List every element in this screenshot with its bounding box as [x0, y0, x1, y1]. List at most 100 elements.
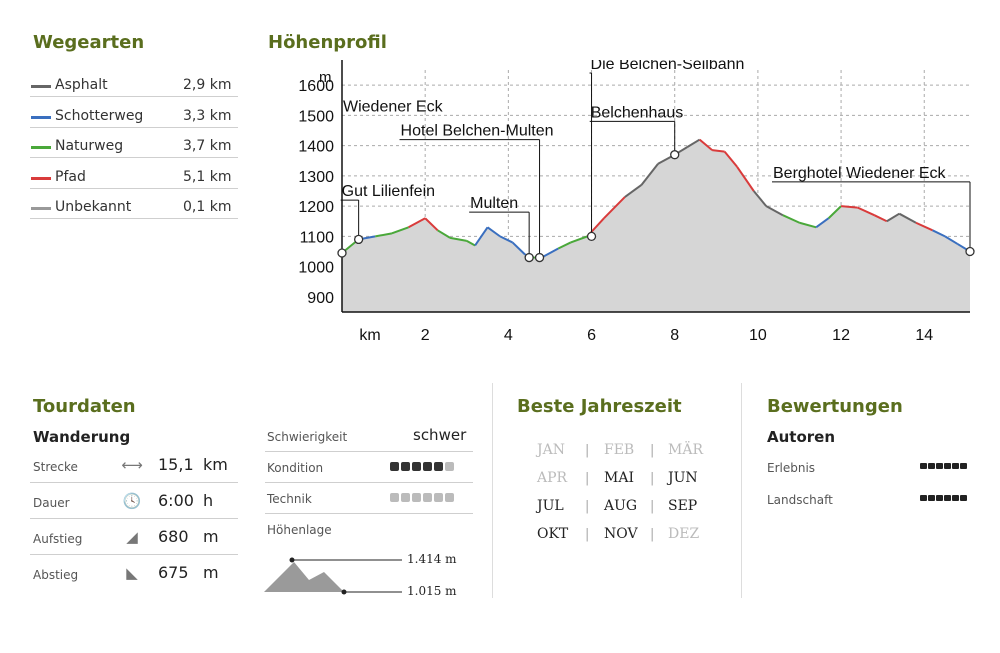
legend-swatch — [31, 115, 51, 119]
rating-dot — [928, 495, 935, 501]
profile-segment — [873, 214, 888, 223]
wegearten-row — [30, 157, 238, 158]
profile-segment — [541, 247, 559, 259]
kondition-dot — [423, 462, 432, 471]
y-axis-unit: m — [319, 69, 332, 86]
waypoint-label: Gut Lilienfein — [342, 183, 435, 200]
y-tick-label: 1400 — [298, 139, 334, 156]
waypoint-marker — [524, 252, 534, 263]
profile-segment — [557, 241, 572, 250]
waypoint-marker — [586, 231, 597, 242]
month-aug: AUG — [604, 498, 638, 514]
x-tick-label: 12 — [832, 327, 850, 344]
bewertungen-title: Bewertungen — [767, 396, 903, 417]
profile-segment — [624, 184, 643, 198]
tour-row-label: Aufstieg — [33, 532, 83, 546]
waypoint-label: Belchenhaus — [591, 104, 684, 121]
rating-dot — [960, 463, 967, 469]
technik-label: Technik — [267, 492, 312, 506]
technik-rating — [390, 493, 454, 502]
wegearten-row — [30, 218, 238, 219]
waypoint-marker — [670, 150, 680, 160]
profile-segment — [466, 240, 476, 247]
rating-dot — [944, 495, 951, 501]
profile-segment — [857, 206, 875, 217]
wegeart-value: 0,1 km — [183, 199, 232, 215]
y-tick-label: 1200 — [298, 199, 334, 216]
bewertung-rating — [920, 495, 967, 501]
schwierigkeit-label: Schwierigkeit — [267, 430, 348, 444]
profile-segment — [686, 138, 701, 148]
wegearten-row — [30, 96, 238, 97]
bewertungen-subtitle: Autoren — [767, 428, 836, 446]
descent-icon: ◣ — [126, 564, 138, 582]
month-dez: DEZ — [668, 526, 700, 542]
elevation-chart: m 900 1000 1100 1200 1300 1400 1500 1600 2 4 6 8 10 12… — [298, 60, 975, 344]
technik-dot — [434, 493, 443, 502]
hoehenprofil-title: Höhenprofil — [268, 32, 387, 53]
waypoint-label: Multen — [470, 195, 518, 212]
wegeart-value: 5,1 km — [183, 168, 232, 185]
wegeart-name: Schotterweg — [55, 107, 144, 124]
profile-segment — [898, 212, 917, 224]
tour-row-label: Strecke — [33, 460, 78, 474]
rating-dot — [944, 463, 951, 469]
profile-segment — [499, 235, 513, 244]
distance-icon: ⟷ — [121, 456, 143, 474]
profile-segment — [511, 241, 526, 256]
wegeart-value: 3,3 km — [183, 107, 232, 124]
month-jul: JUL — [537, 498, 564, 514]
y-tick-label: 1600 — [298, 78, 334, 95]
profile-segment — [570, 235, 588, 244]
technik-dot — [401, 493, 410, 502]
x-tick-label: 6 — [587, 327, 596, 344]
rating-dot — [952, 495, 959, 501]
wegeart-name: Pfad — [55, 168, 86, 185]
wegearten-row — [30, 126, 238, 128]
month-mai: MAI — [604, 470, 634, 486]
column-divider — [492, 383, 493, 598]
rating-dot — [920, 463, 927, 469]
legend-swatch — [31, 85, 51, 88]
profile-segment — [944, 235, 959, 245]
profile-segment — [699, 138, 713, 151]
profile-segment — [640, 163, 659, 186]
profile-segment — [765, 205, 784, 217]
profile-segment — [932, 229, 946, 238]
profile-segment — [391, 226, 409, 235]
wegearten-row — [30, 187, 238, 189]
x-axis-unit: km — [359, 327, 380, 344]
month-mär: MÄR — [668, 442, 703, 458]
y-tick-label: 1000 — [298, 260, 334, 277]
wegeart-name: Asphalt — [55, 77, 108, 93]
technik-dot — [390, 493, 399, 502]
wegeart-name: Unbekannt — [55, 199, 132, 215]
clock-icon: 🕓 — [122, 492, 142, 510]
profile-segment — [782, 214, 800, 224]
profile-segment — [437, 229, 451, 239]
hoehenlage-max: 1.414 m — [407, 552, 457, 566]
rating-dot — [920, 495, 927, 501]
x-tick-label: 10 — [749, 327, 767, 344]
rating-dot — [952, 463, 959, 469]
profile-segment — [815, 217, 830, 229]
waypoint-label: Wiedener Eck — [343, 98, 444, 115]
y-tick-label: 900 — [307, 290, 334, 307]
profile-segment — [375, 232, 393, 238]
legend-swatch — [31, 176, 51, 180]
profile-segment — [752, 190, 767, 207]
tourdaten-title: Tourdaten — [33, 396, 136, 417]
bewertung-rating — [920, 463, 967, 469]
tourdaten-subtitle: Wanderung — [33, 428, 131, 446]
kondition-dot — [434, 462, 443, 471]
profile-segment — [799, 221, 817, 229]
waypoint-label: Hotel Belchen-Multen — [401, 123, 554, 140]
y-tick-label: 1100 — [300, 229, 335, 246]
profile-segment — [723, 151, 738, 168]
waypoint-marker — [353, 234, 364, 245]
profile-segment — [408, 217, 426, 229]
rating-dot — [928, 463, 935, 469]
technik-dot — [445, 493, 454, 502]
rating-dot — [960, 495, 967, 501]
profile-segment — [474, 226, 489, 247]
